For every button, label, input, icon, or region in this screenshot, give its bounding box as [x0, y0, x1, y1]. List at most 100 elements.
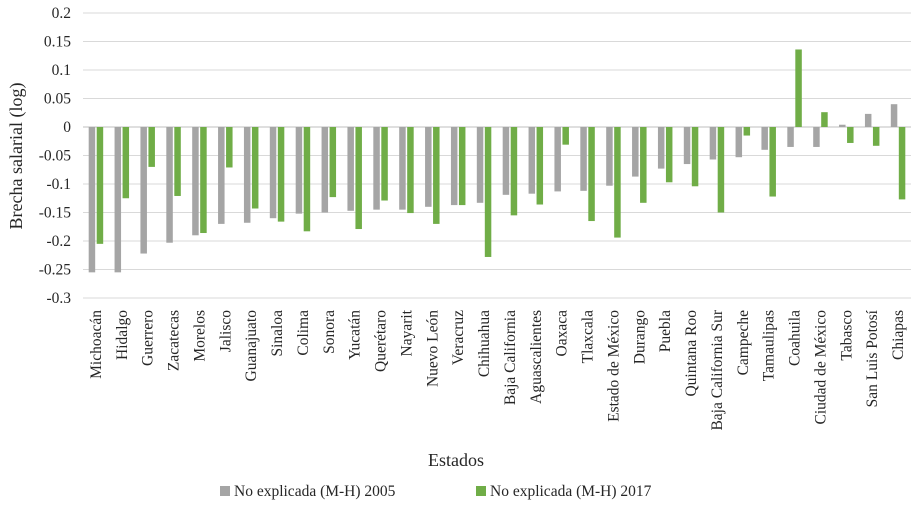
x-category-label: Coahuila	[787, 310, 804, 366]
y-tick-label: 0.15	[44, 34, 71, 51]
bar-2017	[769, 127, 776, 197]
bar-2005	[425, 127, 432, 207]
bar-2005	[450, 127, 458, 206]
legend-swatch-2017	[476, 486, 486, 496]
x-category-label: San Luis Potosí	[864, 309, 881, 407]
bar-2017	[562, 127, 569, 145]
bar-2005	[787, 127, 794, 147]
bar-2017	[381, 127, 388, 201]
bar-2017	[898, 127, 906, 200]
legend-label-2005: No explicada (M-H) 2005	[234, 483, 396, 500]
bar-2017	[174, 127, 181, 196]
x-category-label: Michoacán	[88, 310, 105, 379]
bar-2017	[795, 49, 802, 128]
bar-2005	[890, 104, 898, 127]
bar-2017	[614, 127, 621, 238]
bar-2005	[218, 127, 225, 224]
x-category-label: Campeche	[735, 310, 752, 376]
y-axis-ticks: 0.2 0.15 0.1 0.05 0 -0.05 -0.1 -0.15 -0.2 -0.25 -0…	[39, 5, 72, 307]
x-category-label: Nayarit	[398, 309, 415, 356]
bar-2017	[458, 127, 466, 206]
x-category-label: Chiapas	[890, 310, 907, 360]
x-category-label: Chihuahua	[476, 310, 493, 377]
x-axis-title: Estados	[428, 450, 484, 470]
x-category-label: Sonora	[321, 310, 338, 354]
bar-2005	[709, 127, 717, 160]
x-category-label: Querétaro	[373, 310, 390, 372]
bar-2005	[606, 127, 613, 186]
y-tick-label: -0.25	[39, 262, 72, 279]
bar-2017	[821, 112, 828, 127]
bar-2005	[166, 127, 173, 243]
bar-2005	[295, 127, 303, 214]
bar-2017	[96, 127, 104, 244]
x-category-label: Tamaulipas	[761, 310, 778, 381]
bar-2005	[321, 127, 329, 213]
x-category-label: Nuevo León	[424, 310, 441, 387]
bar-2017	[588, 127, 595, 222]
bar-2005	[476, 127, 484, 203]
bar-2005	[683, 127, 691, 165]
x-category-label: Morelos	[191, 310, 208, 362]
bar-2005	[114, 127, 122, 273]
bar-2005	[192, 127, 199, 236]
legend-label-2017: No explicada (M-H) 2017	[490, 483, 652, 500]
bar-2005	[813, 127, 820, 147]
x-category-label: Hidalgo	[114, 310, 131, 360]
legend-swatch-2005	[220, 486, 230, 496]
bar-2017	[484, 127, 492, 257]
bar-2017	[743, 127, 751, 136]
bar-2017	[251, 127, 259, 209]
x-category-label: Durango	[631, 310, 648, 364]
y-tick-label: 0.1	[52, 62, 71, 79]
y-tick-label: -0.15	[39, 205, 72, 222]
bar-2005	[839, 124, 846, 127]
y-tick-label: -0.3	[46, 290, 71, 307]
bar-2017	[433, 127, 440, 224]
x-category-label: Baja California	[502, 310, 519, 405]
bar-2017	[226, 127, 233, 168]
y-tick-label: -0.05	[39, 148, 72, 165]
bar-2017	[536, 127, 544, 205]
bar-2017	[872, 127, 880, 146]
bar-2005	[269, 127, 277, 219]
bar-2005	[399, 127, 406, 210]
x-category-label: Veracruz	[450, 310, 467, 365]
bar-2005	[580, 127, 587, 191]
x-category-label: Yucatán	[347, 310, 364, 360]
bar-2017	[691, 127, 699, 187]
legend: No explicada (M-H) 2005 No explicada (M-…	[220, 483, 652, 500]
bar-2017	[329, 127, 337, 198]
y-tick-label: 0	[63, 119, 71, 136]
x-category-label: Estado de México	[605, 310, 622, 422]
bars	[88, 49, 906, 273]
bar-2017	[510, 127, 518, 216]
bar-2017	[303, 127, 311, 232]
bar-2005	[528, 127, 536, 194]
gridlines	[83, 12, 911, 299]
bar-2017	[277, 127, 285, 222]
bar-2017	[665, 127, 673, 183]
bar-2017	[847, 127, 854, 143]
x-category-label: Jalisco	[217, 310, 234, 352]
x-category-label: Guerrero	[140, 310, 157, 366]
bar-2005	[632, 127, 639, 177]
y-axis-title: Brecha salarial (log)	[6, 83, 27, 230]
bar-2005	[735, 127, 743, 158]
bar-2017	[200, 127, 207, 234]
x-category-label: Ciudad de México	[812, 310, 829, 425]
y-tick-label: -0.2	[46, 233, 71, 250]
x-category-label: Aguascalientes	[528, 310, 545, 404]
bar-2017	[717, 127, 725, 213]
bar-2017	[122, 127, 130, 199]
bar-2005	[373, 127, 380, 210]
x-category-label: Zacatecas	[166, 310, 183, 371]
bar-2005	[554, 127, 561, 192]
bar-2005	[243, 127, 251, 223]
y-tick-label: 0.2	[52, 5, 71, 22]
bar-2005	[347, 127, 354, 211]
y-tick-label: 0.05	[44, 91, 71, 108]
bar-2005	[502, 127, 510, 195]
bar-2005	[140, 127, 147, 254]
